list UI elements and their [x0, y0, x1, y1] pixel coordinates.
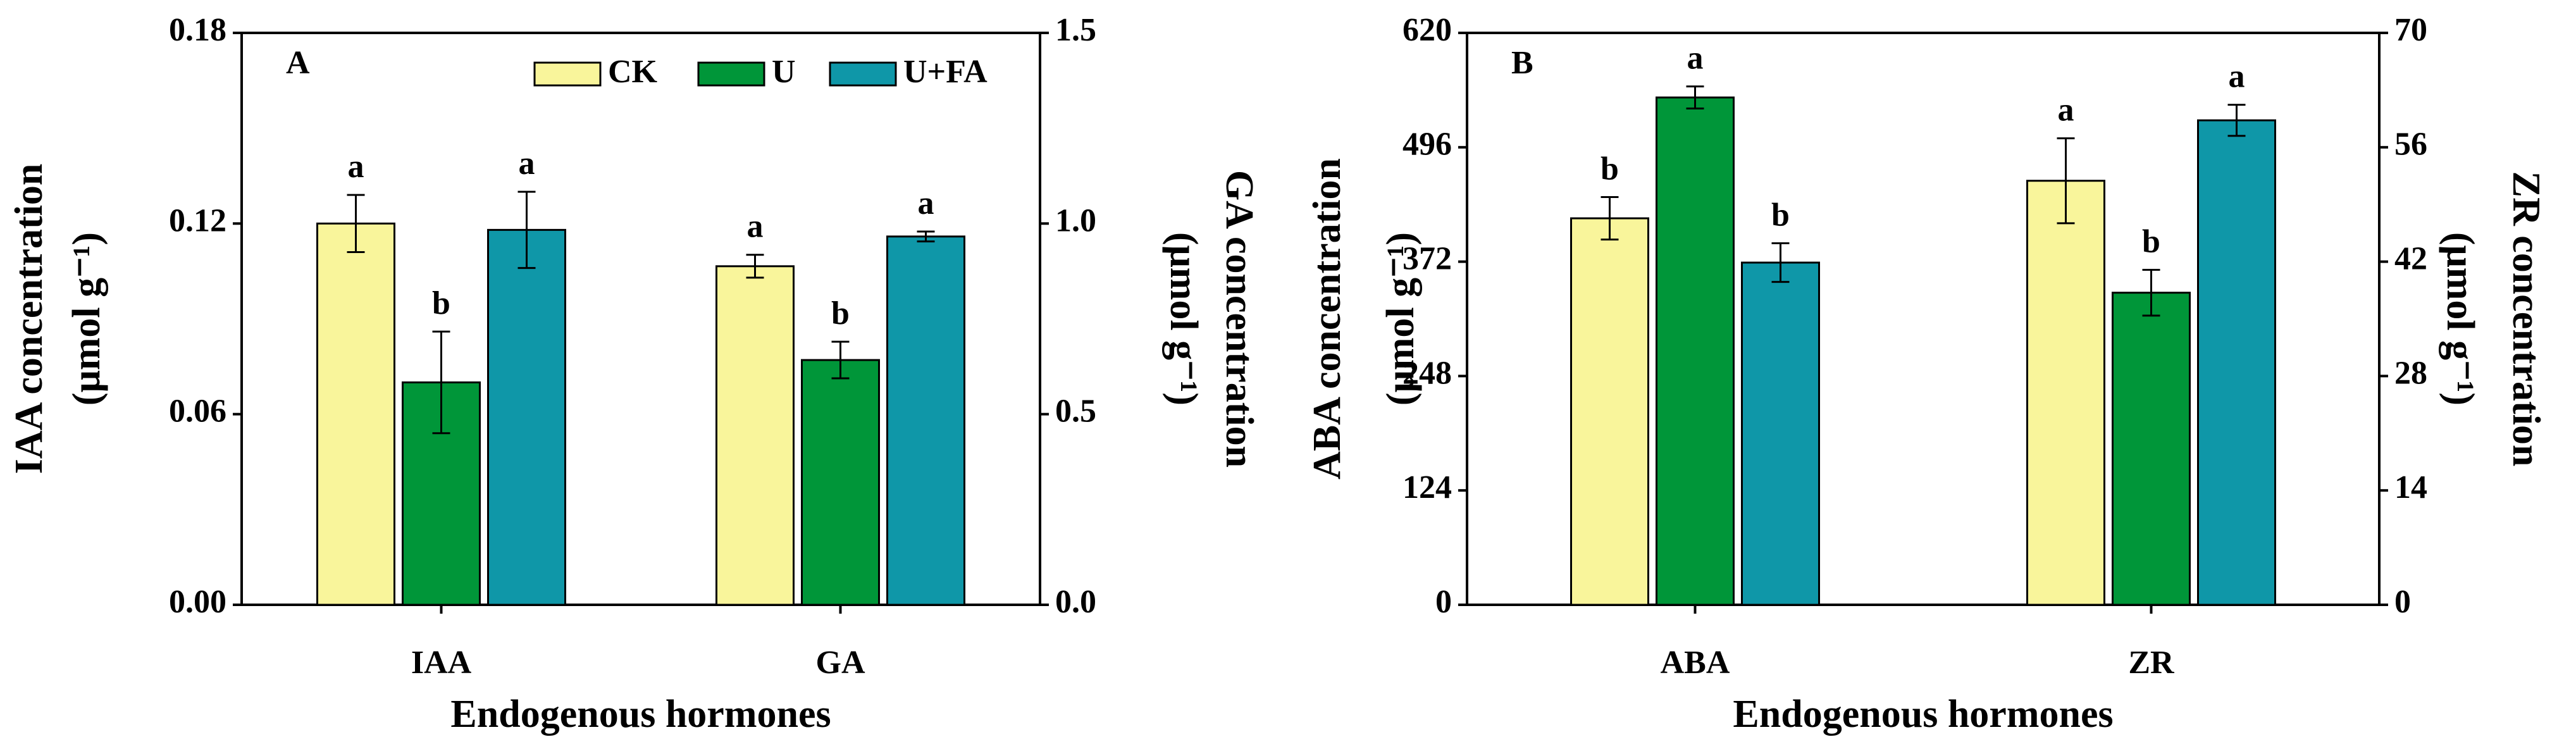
error-bar — [517, 190, 536, 270]
y-tick-label: 0.06 — [169, 393, 226, 430]
y-tick-label: 124 — [1403, 469, 1452, 505]
y-tick-label: 496 — [1403, 127, 1452, 163]
x-axis-label: Endogenous hormones — [450, 693, 831, 736]
x-tick-label: GA — [816, 645, 865, 681]
bar — [316, 222, 395, 606]
error-bar — [1686, 85, 1704, 110]
error-bar — [432, 330, 450, 435]
legend-swatch — [829, 61, 897, 87]
error-bar — [831, 340, 850, 380]
bar — [886, 235, 965, 606]
y-tick-label: 56 — [2394, 127, 2427, 163]
x-tick-label: ABA — [1661, 645, 1730, 681]
y-tick-label: 1.0 — [1055, 202, 1096, 239]
y-tick-label: 0.0 — [1055, 584, 1096, 620]
x-tick-label: IAA — [411, 645, 472, 681]
y-tick-label: 248 — [1403, 355, 1452, 391]
legend-swatch — [697, 61, 765, 87]
bar — [1570, 217, 1649, 606]
y-tick-label: 0.18 — [169, 12, 226, 48]
y-tick-label: 0.12 — [169, 202, 226, 239]
y-tick-label: 14 — [2394, 469, 2427, 505]
y-axis-label: (μmol g⁻¹) — [1379, 232, 1422, 406]
bar — [801, 359, 880, 606]
significance-letter: a — [2058, 92, 2074, 128]
error-bar — [917, 230, 935, 243]
y-tick-label: 620 — [1403, 12, 1452, 48]
legend-swatch — [533, 61, 602, 87]
significance-letter: b — [1771, 197, 1790, 233]
error-bar — [746, 254, 764, 279]
significance-letter: a — [747, 209, 764, 245]
bar — [1656, 96, 1735, 606]
y-tick-label: 372 — [1403, 241, 1452, 277]
bar — [2026, 180, 2105, 606]
legend-label: CK — [608, 54, 658, 90]
significance-letter: a — [2229, 59, 2245, 95]
significance-letter: a — [918, 185, 934, 221]
y2-axis-label: (μmol g⁻¹) — [1162, 232, 1205, 406]
y-axis-label: IAA concentration — [8, 164, 51, 474]
y-tick-label: 0 — [2394, 584, 2411, 620]
panel-label: A — [286, 45, 310, 81]
y-tick-label: 0.5 — [1055, 393, 1096, 430]
error-bar — [1601, 196, 1619, 241]
y-axis-label: ABA concentration — [1306, 158, 1349, 480]
bar — [1741, 261, 1820, 606]
bar — [715, 265, 795, 606]
y-tick-label: 0.00 — [169, 584, 226, 620]
significance-letter: b — [432, 285, 450, 321]
error-bar — [347, 194, 365, 254]
y-tick-label: 0 — [1435, 584, 1452, 620]
y2-axis-label: GA concentration — [1218, 170, 1261, 468]
significance-letter: a — [1687, 40, 1704, 77]
legend-label: U — [772, 54, 796, 90]
error-bar — [2057, 137, 2075, 225]
y-tick-label: 70 — [2394, 12, 2427, 48]
y-tick-label: 1.5 — [1055, 12, 1096, 48]
y2-axis-label: ZR concentration — [2505, 171, 2548, 467]
x-tick-label: ZR — [2128, 645, 2175, 681]
y-tick-label: 42 — [2394, 241, 2427, 277]
error-bar — [2227, 104, 2246, 137]
significance-letter: a — [348, 149, 364, 185]
x-axis-label: Endogenous hormones — [1733, 693, 2113, 736]
significance-letter: b — [831, 295, 850, 332]
panel-label: B — [1511, 45, 1533, 81]
y-tick-label: 28 — [2394, 355, 2427, 391]
y-axis-label: (μmol g⁻¹) — [65, 232, 108, 406]
bar — [2197, 119, 2276, 606]
error-bar — [1771, 242, 1790, 283]
bar — [487, 228, 566, 606]
error-bar — [2142, 269, 2160, 317]
plot-frame — [1466, 32, 2381, 606]
plot-frame — [240, 32, 1041, 606]
y2-axis-label: (μmol g⁻¹) — [2439, 232, 2482, 406]
significance-letter: a — [519, 146, 535, 182]
bar — [2112, 292, 2191, 606]
significance-letter: b — [1601, 151, 1619, 187]
legend-label: U+FA — [903, 54, 988, 90]
significance-letter: b — [2142, 223, 2160, 259]
